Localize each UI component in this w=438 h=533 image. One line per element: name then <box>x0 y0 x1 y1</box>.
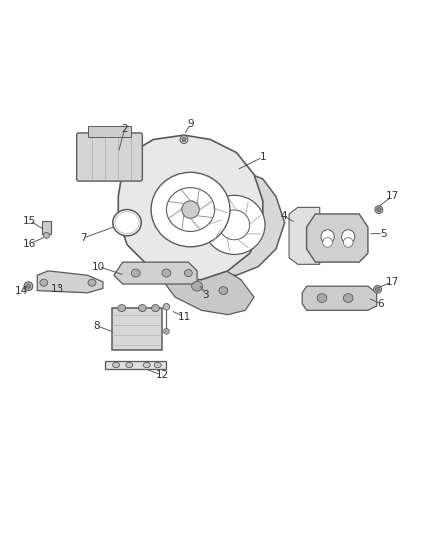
Polygon shape <box>289 207 320 264</box>
Text: 17: 17 <box>385 191 399 201</box>
FancyBboxPatch shape <box>77 133 142 181</box>
Ellipse shape <box>317 294 327 302</box>
Ellipse shape <box>342 230 355 244</box>
Text: 5: 5 <box>380 229 387 239</box>
Bar <box>112 308 162 350</box>
Ellipse shape <box>151 172 230 247</box>
Text: 16: 16 <box>23 239 36 249</box>
Ellipse shape <box>323 238 332 247</box>
Polygon shape <box>114 262 197 284</box>
Ellipse shape <box>113 362 120 368</box>
Text: 11: 11 <box>177 312 191 322</box>
Ellipse shape <box>219 210 250 240</box>
Ellipse shape <box>166 188 215 231</box>
Ellipse shape <box>126 362 133 368</box>
Ellipse shape <box>343 238 353 247</box>
Text: 15: 15 <box>23 215 36 225</box>
Ellipse shape <box>163 328 169 334</box>
Text: 13: 13 <box>50 284 64 294</box>
Polygon shape <box>307 214 368 262</box>
Polygon shape <box>105 361 166 369</box>
Ellipse shape <box>115 212 139 233</box>
Ellipse shape <box>219 287 228 295</box>
Text: 8: 8 <box>93 321 100 330</box>
Text: 2: 2 <box>121 124 128 134</box>
Ellipse shape <box>154 362 161 368</box>
Ellipse shape <box>377 207 381 212</box>
Ellipse shape <box>113 209 141 236</box>
Text: 6: 6 <box>378 298 385 309</box>
Text: 4: 4 <box>280 211 287 221</box>
Polygon shape <box>162 266 254 314</box>
Ellipse shape <box>138 304 146 312</box>
Ellipse shape <box>343 294 353 302</box>
Ellipse shape <box>182 201 199 219</box>
Ellipse shape <box>375 206 383 214</box>
Bar <box>88 126 131 138</box>
Ellipse shape <box>204 195 265 254</box>
Text: 3: 3 <box>202 290 209 300</box>
Ellipse shape <box>43 232 49 238</box>
Text: 12: 12 <box>155 370 169 380</box>
Ellipse shape <box>152 304 159 312</box>
Text: 10: 10 <box>92 262 105 271</box>
Text: 9: 9 <box>187 119 194 129</box>
Ellipse shape <box>40 279 48 286</box>
Text: 1: 1 <box>259 152 266 162</box>
Ellipse shape <box>192 281 202 291</box>
Bar <box>42 221 51 233</box>
Ellipse shape <box>88 279 96 286</box>
Text: 7: 7 <box>80 233 87 243</box>
Text: 17: 17 <box>385 277 399 287</box>
Polygon shape <box>118 135 263 280</box>
Ellipse shape <box>184 270 192 277</box>
Ellipse shape <box>118 304 126 312</box>
Text: 14: 14 <box>14 286 28 296</box>
Ellipse shape <box>321 230 334 244</box>
Ellipse shape <box>26 284 31 288</box>
Ellipse shape <box>24 282 33 290</box>
Ellipse shape <box>162 269 171 277</box>
Ellipse shape <box>374 285 381 293</box>
Polygon shape <box>37 271 103 293</box>
Ellipse shape <box>180 135 188 143</box>
Ellipse shape <box>375 287 380 292</box>
Ellipse shape <box>163 303 170 310</box>
Polygon shape <box>302 286 377 310</box>
Ellipse shape <box>143 362 150 368</box>
Ellipse shape <box>131 269 140 277</box>
Polygon shape <box>188 170 285 275</box>
Ellipse shape <box>182 138 186 141</box>
